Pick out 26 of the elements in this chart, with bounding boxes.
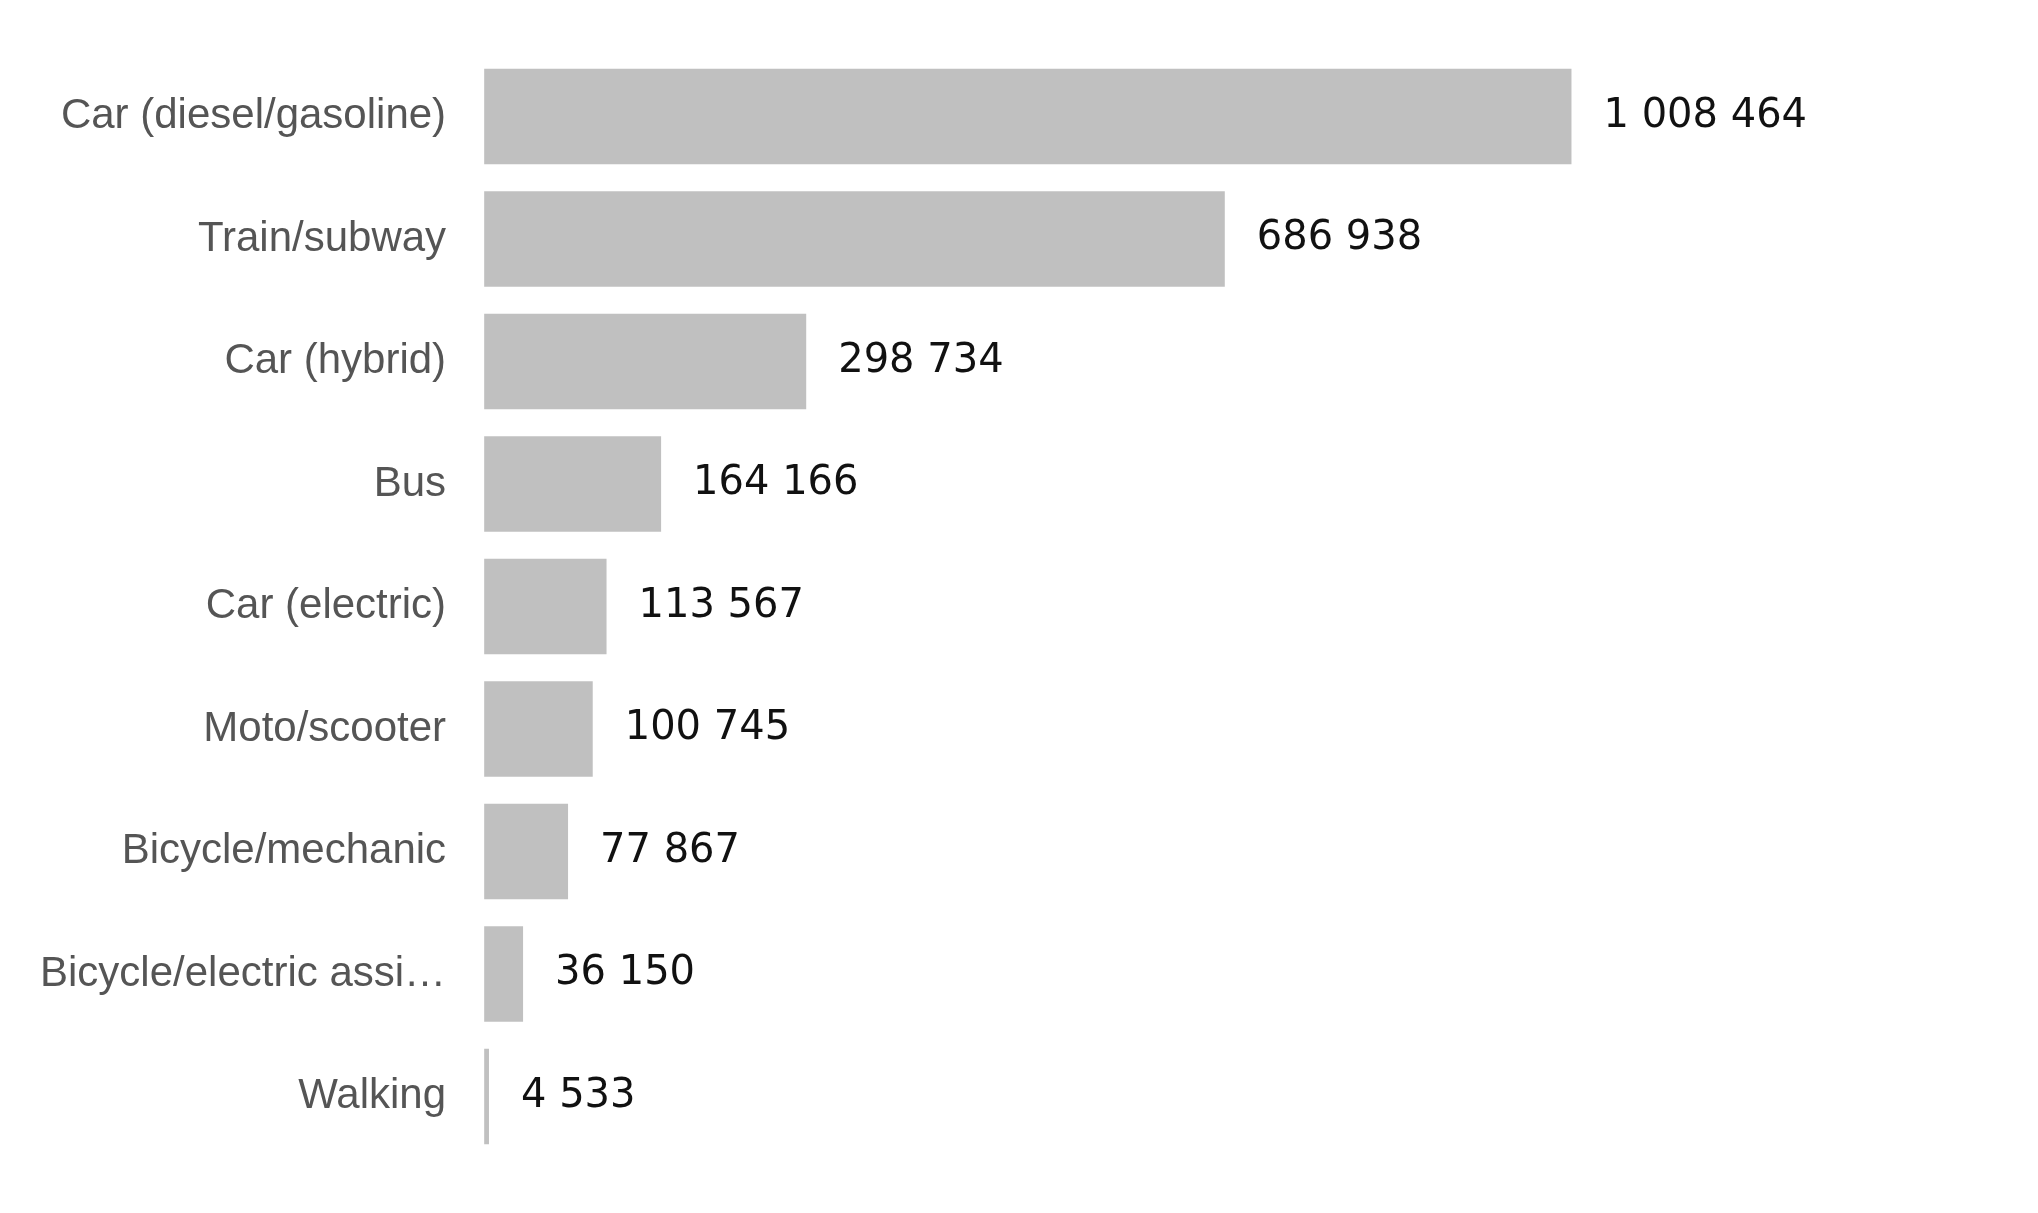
bar <box>484 313 807 410</box>
data-label: 36 150 <box>555 947 696 994</box>
y-tick-label: Walking <box>298 1070 447 1118</box>
data-label: 164 166 <box>693 457 859 504</box>
data-label: 100 745 <box>624 702 791 749</box>
y-tick-label: Car (diesel/gasoline) <box>60 90 447 138</box>
y-tick-label: Moto/scooter <box>203 702 447 750</box>
data-label: 4 533 <box>520 1069 636 1116</box>
bar <box>484 191 1225 287</box>
bar <box>484 68 1572 165</box>
data-label: 298 734 <box>838 334 1004 381</box>
y-tick-label: Train/subway <box>197 212 447 260</box>
y-tick-label: Car (hybrid) <box>224 335 447 383</box>
y-tick-label: Car (electric) <box>205 580 447 628</box>
data-label: 1 008 464 <box>1603 89 1808 136</box>
data-label: 686 938 <box>1256 212 1423 259</box>
y-tick-label: Bus <box>373 457 447 505</box>
bar <box>484 436 662 532</box>
y-tick-label: Bicycle/electric assi… <box>39 947 447 995</box>
y-tick-label: Bicycle/mechanic <box>121 825 447 873</box>
data-label: 77 867 <box>600 824 741 871</box>
bar <box>484 558 607 655</box>
bar <box>484 926 524 1022</box>
bar <box>484 803 569 900</box>
data-label: 113 567 <box>638 579 804 626</box>
bar <box>484 681 593 777</box>
